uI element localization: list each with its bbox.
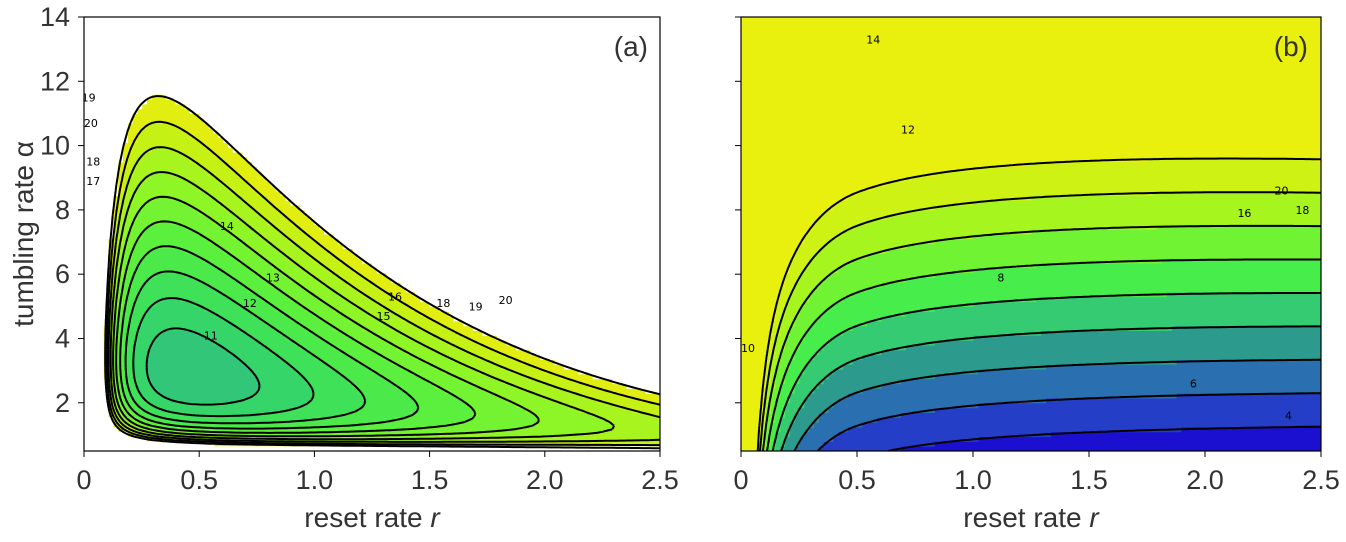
panel-a-contour-label-0: 11 <box>204 329 218 342</box>
panel-b: 4 6 8 10 12 14 16 18 20 (b) 0 0.5 1.0 1.5 2.0 2.5 res… <box>733 16 1340 533</box>
panel-a-x-tick-label-3: 1.5 <box>411 465 449 495</box>
panel-b-x-axis-title: reset rate r <box>963 502 1100 533</box>
panel-b-x-tick-label-1: 0.5 <box>838 465 876 495</box>
panel-b-fill-band-7 <box>760 190 1321 451</box>
panel-a-contour-19 <box>105 120 660 447</box>
panel-a-contour-label-3: 14 <box>220 220 234 233</box>
panel-a-contour-17 <box>109 171 615 441</box>
panel-a-contour-11 <box>145 327 261 406</box>
panel-b-frame <box>740 16 1322 452</box>
panel-a-contour-12 <box>132 297 315 418</box>
panel-b-contour-lines <box>756 157 1321 451</box>
panel-a-fill-band-5 <box>112 195 541 438</box>
panel-a-x-tick-label-2: 1.0 <box>296 465 334 495</box>
panel-a-contour-label-10: 18 <box>86 156 100 169</box>
panel-a-plot-area: 11 12 13 14 15 16 18 19 20 17 18 20 19 <box>82 17 660 451</box>
panel-b-label: (b) <box>1274 31 1308 62</box>
panel-a-y-tick-label-0: 2 <box>55 388 70 418</box>
panel-a-x-tick-label-5: 2.5 <box>641 465 679 495</box>
panel-b-contour-10 <box>780 325 1321 451</box>
panel-a-contour-label-9: 17 <box>86 175 100 188</box>
panel-a-x-tick-label-0: 0 <box>76 465 91 495</box>
panel-a-contour-16 <box>112 195 540 438</box>
panel-a-x-axis-title: reset rate r <box>304 502 441 533</box>
panel-a-label: (a) <box>614 31 648 62</box>
panel-a-contour-label-1: 12 <box>243 297 257 310</box>
panel-a-y-tick-label-5: 12 <box>40 66 70 96</box>
panel-b-contour-label-6: 16 <box>1237 207 1251 220</box>
panel-b-contour-8 <box>793 358 1321 451</box>
panel-b-contour-18 <box>759 191 1321 451</box>
panel-b-contour-label-1: 6 <box>1190 377 1197 390</box>
panel-b-contour-16 <box>761 224 1321 451</box>
panel-a-fill-band-1 <box>132 296 315 418</box>
panel-a-fill-band-0 <box>146 330 263 404</box>
panel-a-contour-label-7: 19 <box>469 300 483 313</box>
panel-b-x-tick-label-3: 1.5 <box>1070 465 1108 495</box>
panel-b-contour-12 <box>771 292 1321 451</box>
panel-a-fill-band-10 <box>84 17 660 451</box>
panel-a-y-tick-label-6: 14 <box>40 2 70 32</box>
panel-b-x-tick-label-0: 0 <box>733 465 748 495</box>
panel-a-x-tick-label-1: 0.5 <box>180 465 218 495</box>
panel-b-fill-band-8 <box>755 156 1321 451</box>
panel-a-y-tick-label-1: 4 <box>55 323 70 353</box>
panel-b-fill-band-2 <box>794 359 1321 451</box>
panel-a-x-tick-label-4: 2.0 <box>526 465 564 495</box>
panel-a-contour-20 <box>104 95 660 450</box>
panel-b-plot-area: 4 6 8 10 12 14 16 18 20 <box>741 17 1321 451</box>
panel-a-contour-label-11: 20 <box>84 117 98 130</box>
panel-b-fill-band-3 <box>779 325 1321 451</box>
panel-b-fill-band-5 <box>765 258 1321 451</box>
panel-a-x-ticks: 0 0.5 1.0 1.5 2.0 2.5 <box>76 451 679 495</box>
panel-a-contour-labels: 11 12 13 14 15 16 18 19 20 17 18 20 19 <box>82 91 513 342</box>
panel-b-y-ticks <box>735 16 741 404</box>
panel-b-contour-14 <box>766 258 1321 451</box>
panel-b-fill-band-1 <box>818 393 1321 451</box>
panel-a-contour-label-8: 20 <box>499 294 513 307</box>
panel-a-contour-label-5: 16 <box>388 291 402 304</box>
panel-b-contour-label-0: 4 <box>1285 410 1292 423</box>
panel-b-contour-label-2: 8 <box>997 271 1004 284</box>
panel-b-contour-label-8: 20 <box>1275 185 1289 198</box>
panel-a-contour-lines <box>104 95 660 450</box>
panel-a-contour-label-2: 13 <box>266 271 280 284</box>
panel-b-contour-label-5: 14 <box>866 34 880 47</box>
panel-a-frame <box>83 16 661 452</box>
panel-b-fill-band-0 <box>900 426 1321 451</box>
panel-b-x-tick-label-4: 2.0 <box>1186 465 1224 495</box>
panel-a-y-tick-label-4: 10 <box>40 131 70 161</box>
panel-a-contour-label-12: 19 <box>82 91 96 104</box>
panel-a: 11 12 13 14 15 16 18 19 20 17 18 20 19 (a) 0 0.5 1.0 1.… <box>8 2 679 533</box>
panel-a-y-ticks: 2 4 6 8 10 12 14 <box>40 2 84 418</box>
panel-a-contour-label-6: 18 <box>436 297 450 310</box>
panel-a-fill-band-7 <box>108 147 660 442</box>
panel-b-contour-label-7: 18 <box>1295 204 1309 217</box>
panel-a-contour-18 <box>107 146 660 443</box>
panel-b-contour-label-4: 12 <box>901 124 915 137</box>
panel-b-fill-band-9 <box>741 17 1321 451</box>
panel-a-y-axis-title: tumbling rate α <box>8 141 39 327</box>
panel-a-fill-band-9 <box>103 94 660 447</box>
panel-b-contour-20 <box>756 157 1321 451</box>
panel-a-contour-13 <box>124 270 366 425</box>
panel-a-fill-band-8 <box>108 123 660 447</box>
panel-a-contour-14 <box>119 245 420 430</box>
panel-a-contour-fills <box>84 17 660 451</box>
panel-b-contour-fills <box>741 17 1321 451</box>
panel-a-fill-band-2 <box>127 272 368 423</box>
panel-b-contour-labels: 4 6 8 10 12 14 16 18 20 <box>741 34 1309 423</box>
panel-a-y-tick-label-3: 8 <box>55 195 70 225</box>
panel-b-x-tick-label-2: 1.0 <box>954 465 992 495</box>
panel-b-fill-band-4 <box>774 291 1321 451</box>
panel-a-fill-band-3 <box>122 248 421 428</box>
panel-b-x-ticks: 0 0.5 1.0 1.5 2.0 2.5 <box>733 451 1340 495</box>
panel-a-contour-label-4: 15 <box>377 310 391 323</box>
panel-b-contour-6 <box>816 392 1321 451</box>
panel-b-x-tick-label-5: 2.5 <box>1302 465 1340 495</box>
panel-a-y-tick-label-2: 6 <box>55 259 70 289</box>
panel-a-contour-15 <box>115 220 477 434</box>
panel-b-contour-label-3: 10 <box>741 342 755 355</box>
